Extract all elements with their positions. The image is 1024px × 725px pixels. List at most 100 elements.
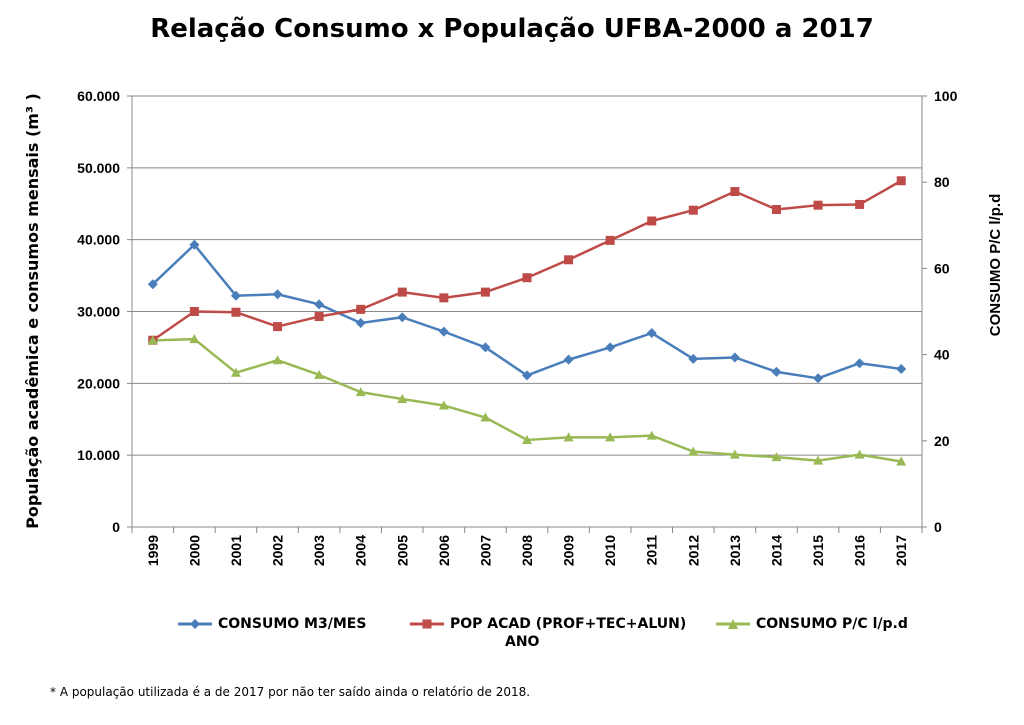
y-tick-label: 40.000: [77, 232, 120, 248]
y-tick-label: 30.000: [77, 304, 120, 320]
square-point: [855, 199, 865, 209]
triangle-marker-icon: [716, 619, 750, 629]
right-axis-ticks: 0 20 40 60 80 100: [934, 88, 958, 535]
triangle-point: [646, 430, 657, 440]
x-tick-label: 2015: [810, 535, 826, 566]
square-point: [730, 187, 740, 197]
square-point: [397, 287, 407, 297]
series-lines: [151, 179, 902, 463]
square-point: [356, 304, 366, 314]
triangle-point: [230, 367, 241, 377]
diamond-point: [147, 279, 158, 290]
square-point: [231, 307, 241, 317]
x-tick-label: 2006: [436, 535, 452, 566]
square-point: [771, 204, 781, 214]
y-tick-label: 60.000: [77, 88, 120, 104]
square-point: [273, 322, 283, 332]
legend-label: POP ACAD (PROF+TEC+ALUN): [450, 616, 687, 632]
x-tick-label: 1999: [145, 535, 161, 566]
square-point: [314, 312, 324, 322]
triangle-point: [688, 446, 699, 456]
triangle-point: [147, 335, 158, 345]
x-tick-label: 2008: [519, 535, 535, 566]
legend-item-consumo-m3: CONSUMO M3/MES: [178, 616, 366, 632]
legend-item-consumo-pc: CONSUMO P/C l/p.d: [716, 616, 908, 632]
triangle-point: [563, 432, 574, 442]
chart-title: Relação Consumo x População UFBA-2000 a …: [150, 14, 874, 44]
left-axis-ticks: 0 10.000 20.000 30.000 40.000 50.000 60.000: [77, 88, 120, 535]
gridlines: [132, 95, 922, 456]
square-point: [189, 307, 199, 316]
diamond-point: [605, 342, 616, 353]
triangle-point: [729, 449, 740, 459]
x-axis-ticks: 1999 2000 2001 2002 2003 2004 2005 2006 2007 2008…: [145, 535, 909, 566]
square-point: [647, 216, 657, 226]
y2-tick-label: 80: [934, 174, 950, 190]
x-tick-label: 2002: [270, 535, 286, 566]
y-tick-label: 0: [112, 519, 120, 535]
x-tick-label: 2004: [353, 535, 369, 566]
triangle-point: [438, 400, 449, 410]
triangle-point: [314, 369, 325, 379]
diamond-point: [771, 366, 782, 377]
x-tick-label: 2012: [685, 535, 701, 566]
y-axis-label: População acadêmica e consumos mensais (…: [23, 93, 42, 529]
x-tick-label: 2005: [394, 535, 410, 566]
diamond-point: [563, 354, 574, 365]
square-point: [813, 200, 823, 210]
triangle-point: [854, 449, 865, 459]
triangle-point: [397, 393, 408, 403]
y-tick-label: 20.000: [77, 375, 120, 391]
legend-label: CONSUMO P/C l/p.d: [756, 616, 908, 632]
square-point: [605, 235, 615, 245]
square-point: [688, 205, 698, 215]
diamond-point: [230, 290, 241, 301]
y2-tick-label: 0: [934, 519, 942, 535]
diamond-point: [854, 358, 865, 369]
triangle-point: [522, 434, 532, 444]
triangle-point: [189, 334, 200, 344]
y2-tick-label: 40: [934, 347, 950, 363]
square-point: [480, 287, 490, 297]
footnote: * A população utilizada é a de 2017 por …: [50, 685, 531, 699]
triangle-point: [813, 455, 824, 465]
diamond-point: [355, 317, 366, 328]
x-tick-label: 2016: [852, 535, 868, 566]
diamond-point: [522, 370, 532, 381]
triangle-point: [272, 355, 283, 365]
x-tick-label: 2003: [311, 535, 327, 566]
square-point: [522, 273, 532, 283]
y-tick-label: 10.000: [77, 447, 120, 463]
series-line-1: [152, 179, 902, 342]
x-tick-label: 2009: [561, 535, 577, 566]
series-markers: [147, 176, 907, 466]
y2-tick-label: 20: [934, 433, 950, 449]
diamond-point: [729, 352, 740, 363]
axes: [127, 95, 927, 533]
diamond-point: [272, 289, 283, 300]
x-tick-label: 2007: [477, 535, 493, 566]
diamond-point: [314, 299, 325, 310]
x-tick-label: 2000: [186, 535, 202, 566]
x-tick-label: 2017: [893, 535, 909, 566]
x-axis-label: ANO: [505, 634, 540, 650]
triangle-point: [355, 387, 366, 397]
legend-item-pop-acad: POP ACAD (PROF+TEC+ALUN): [410, 616, 686, 632]
x-tick-label: 2014: [768, 535, 784, 566]
square-point: [564, 255, 574, 265]
triangle-point: [480, 412, 491, 422]
diamond-point: [896, 363, 907, 374]
diamond-point: [397, 312, 408, 323]
square-point: [896, 176, 906, 186]
x-tick-label: 2011: [644, 535, 660, 566]
diamond-marker-icon: [178, 619, 212, 629]
diamond-point: [189, 239, 200, 250]
triangle-point: [896, 456, 907, 466]
diamond-point: [438, 326, 449, 337]
diamond-point: [480, 342, 491, 353]
triangle-point: [605, 432, 616, 442]
diamond-point: [813, 373, 824, 384]
y2-axis-label: CONSUMO P/C l/p.d: [987, 194, 1004, 337]
legend-label: CONSUMO M3/MES: [218, 616, 367, 632]
